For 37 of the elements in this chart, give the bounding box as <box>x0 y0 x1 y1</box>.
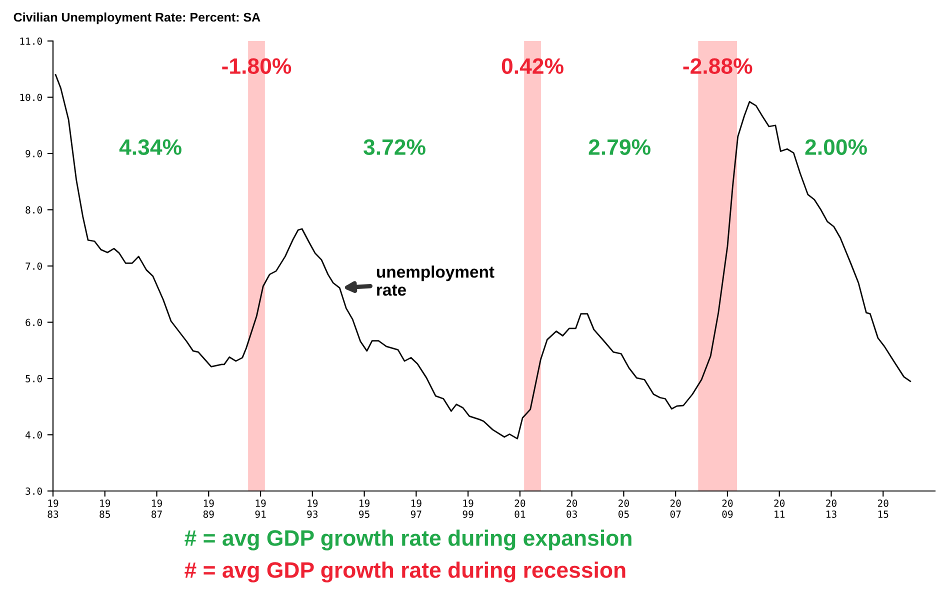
annotation: 2.00% <box>805 139 867 155</box>
x-tick-label: 20 01 <box>514 500 526 518</box>
y-tick-label: 9.0 <box>26 150 42 158</box>
x-tick-label: 19 87 <box>152 500 162 518</box>
y-tick-label: 6.0 <box>26 318 42 326</box>
y-tick-label: 11.0 <box>20 38 42 45</box>
y-tick-label: 10.0 <box>20 94 42 102</box>
y-tick-label: 8.0 <box>26 206 42 214</box>
y-tick-label: 4.0 <box>26 431 42 439</box>
annotation: 3.72% <box>364 139 426 155</box>
x-tick-label: 19 83 <box>48 500 58 518</box>
x-tick-label: 20 05 <box>618 500 629 518</box>
x-tick-label: 19 99 <box>462 500 474 518</box>
x-tick-label: 19 95 <box>359 500 370 518</box>
x-tick-label: 19 97 <box>410 500 422 518</box>
y-tick-label: 3.0 <box>26 488 42 495</box>
band-label: -2.88% <box>683 58 752 74</box>
text: # = avg GDP growth rate during recession <box>184 562 626 582</box>
annotation: 4.34% <box>119 139 182 155</box>
x-tick-label: 19 89 <box>203 500 214 518</box>
x-tick-label: 20 09 <box>722 500 733 518</box>
x-tick-label: 19 85 <box>100 500 110 518</box>
x-tick-label: 20 07 <box>670 500 681 518</box>
x-tick-label: 20 11 <box>774 500 785 518</box>
chart-title: Civilian Unemployment Rate: Percent: SA <box>14 12 260 24</box>
x-tick-label: 19 91 <box>255 500 266 518</box>
text: # = avg GDP growth rate during expansion <box>184 530 632 550</box>
y-tick-label: 7.0 <box>26 262 42 270</box>
series-label: unemployment rate <box>377 266 494 296</box>
annotation: 2.79% <box>588 139 650 155</box>
y-tick-label: 5.0 <box>26 375 42 382</box>
band-label: 0.42% <box>502 58 564 74</box>
x-tick-label: 20 15 <box>878 500 888 518</box>
band-label: -1.80% <box>222 58 292 74</box>
x-tick-label: 19 93 <box>307 500 318 518</box>
x-tick-label: 20 03 <box>566 500 578 518</box>
x-tick-label: 20 13 <box>826 500 836 518</box>
